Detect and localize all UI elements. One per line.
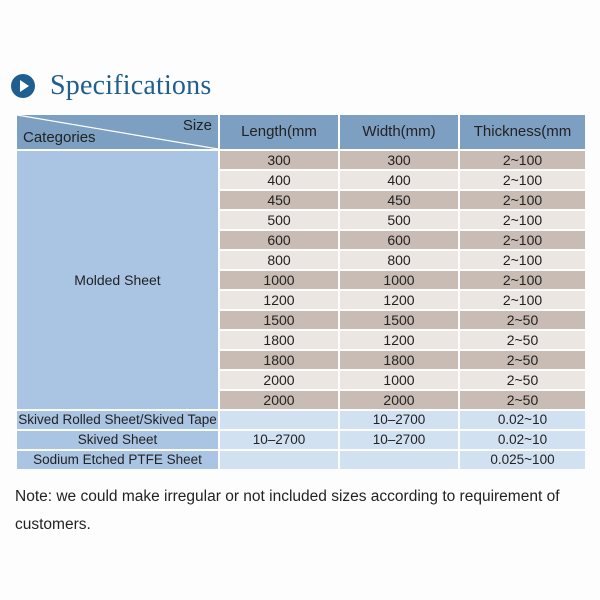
thickness-cell: 2~50 xyxy=(460,331,585,349)
size-header-label: Size xyxy=(182,117,212,134)
table-row: 450 450 2~100 xyxy=(17,191,585,209)
width-cell: 500 xyxy=(340,211,458,229)
table-row: 600 600 2~100 xyxy=(17,231,585,249)
thickness-cell: 2~100 xyxy=(460,191,585,209)
width-cell: 1200 xyxy=(340,291,458,309)
length-cell: 600 xyxy=(220,231,338,249)
width-cell: 1000 xyxy=(340,371,458,389)
size-categories-header: Size Categories xyxy=(17,115,218,149)
table-row: 1200 1200 2~100 xyxy=(17,291,585,309)
categories-header-label: Categories xyxy=(23,129,96,146)
width-cell: 1800 xyxy=(340,351,458,369)
length-cell: 300 xyxy=(220,151,338,169)
width-header: Width(mm) xyxy=(340,115,458,149)
length-cell: 450 xyxy=(220,191,338,209)
width-cell: 1200 xyxy=(340,331,458,349)
thickness-cell: 0.025~100 xyxy=(460,451,585,469)
length-cell: 500 xyxy=(220,211,338,229)
thickness-cell: 2~100 xyxy=(460,211,585,229)
table-row: 1800 1800 2~50 xyxy=(17,351,585,369)
length-cell: 2000 xyxy=(220,371,338,389)
table-row: Skived Sheet 10–2700 10–2700 0.02~10 xyxy=(17,431,585,449)
category-molded-sheet: Molded Sheet xyxy=(17,151,218,409)
table-row: Sodium Etched PTFE Sheet 0.025~100 xyxy=(17,451,585,469)
thickness-cell: 2~100 xyxy=(460,271,585,289)
width-cell: 400 xyxy=(340,171,458,189)
thickness-cell: 2~50 xyxy=(460,391,585,409)
length-header: Length(mm xyxy=(220,115,338,149)
width-cell: 300 xyxy=(340,151,458,169)
length-cell: 1500 xyxy=(220,311,338,329)
width-cell xyxy=(340,451,458,469)
play-circle-icon xyxy=(10,73,36,99)
width-cell: 10–2700 xyxy=(340,411,458,429)
category-cell: Skived Sheet xyxy=(17,431,218,449)
table-row: 400 400 2~100 xyxy=(17,171,585,189)
length-cell: 10–2700 xyxy=(220,431,338,449)
thickness-cell: 0.02~10 xyxy=(460,431,585,449)
thickness-cell: 2~50 xyxy=(460,351,585,369)
table-row: Molded Sheet 300 300 2~100 xyxy=(17,151,585,409)
thickness-cell: 2~100 xyxy=(460,251,585,269)
thickness-cell: 2~100 xyxy=(460,171,585,189)
category-cell: Sodium Etched PTFE Sheet xyxy=(17,451,218,469)
width-cell: 600 xyxy=(340,231,458,249)
width-cell: 2000 xyxy=(340,391,458,409)
category-cell: Skived Rolled Sheet/Skived Tape xyxy=(17,411,218,429)
length-cell: 800 xyxy=(220,251,338,269)
table-row: Skived Rolled Sheet/Skived Tape 10–2700 0.… xyxy=(17,411,585,429)
footnote: Note: we could make irregular or not inc… xyxy=(15,488,560,533)
width-cell: 800 xyxy=(340,251,458,269)
width-cell: 1500 xyxy=(340,311,458,329)
diagonal-divider xyxy=(17,115,218,149)
table-row: 1000 1000 2~100 xyxy=(17,271,585,289)
width-cell: 10–2700 xyxy=(340,431,458,449)
thickness-cell: 2~100 xyxy=(460,231,585,249)
width-cell: 1000 xyxy=(340,271,458,289)
table-row: 2000 1000 2~50 xyxy=(17,371,585,389)
thickness-cell: 2~50 xyxy=(460,311,585,329)
length-cell: 400 xyxy=(220,171,338,189)
thickness-header: Thickness(mm xyxy=(460,115,585,149)
length-cell xyxy=(220,411,338,429)
table-row: 800 800 2~100 xyxy=(17,251,585,269)
length-cell: 1800 xyxy=(220,351,338,369)
section-heading: Specifications xyxy=(10,70,211,102)
section-title: Specifications xyxy=(50,70,212,101)
specifications-table: Size Categories Length(mm Width(mm) Thic… xyxy=(15,113,587,471)
table-row: 500 500 2~100 xyxy=(17,211,585,229)
table-header-row: Size Categories Length(mm Width(mm) Thic… xyxy=(17,115,585,149)
length-cell: 1200 xyxy=(220,291,338,309)
length-cell: 1800 xyxy=(220,331,338,349)
length-cell: 2000 xyxy=(220,391,338,409)
thickness-cell: 2~100 xyxy=(460,151,585,169)
table-row: 2000 2000 2~50 xyxy=(17,391,585,409)
length-cell: 1000 xyxy=(220,271,338,289)
thickness-cell: 2~100 xyxy=(460,291,585,309)
length-cell xyxy=(220,451,338,469)
width-cell: 450 xyxy=(340,191,458,209)
thickness-cell: 2~50 xyxy=(460,371,585,389)
thickness-cell: 0.02~10 xyxy=(460,411,585,429)
table-row: 1800 1200 2~50 xyxy=(17,331,585,349)
table-row: 1500 1500 2~50 xyxy=(17,311,585,329)
